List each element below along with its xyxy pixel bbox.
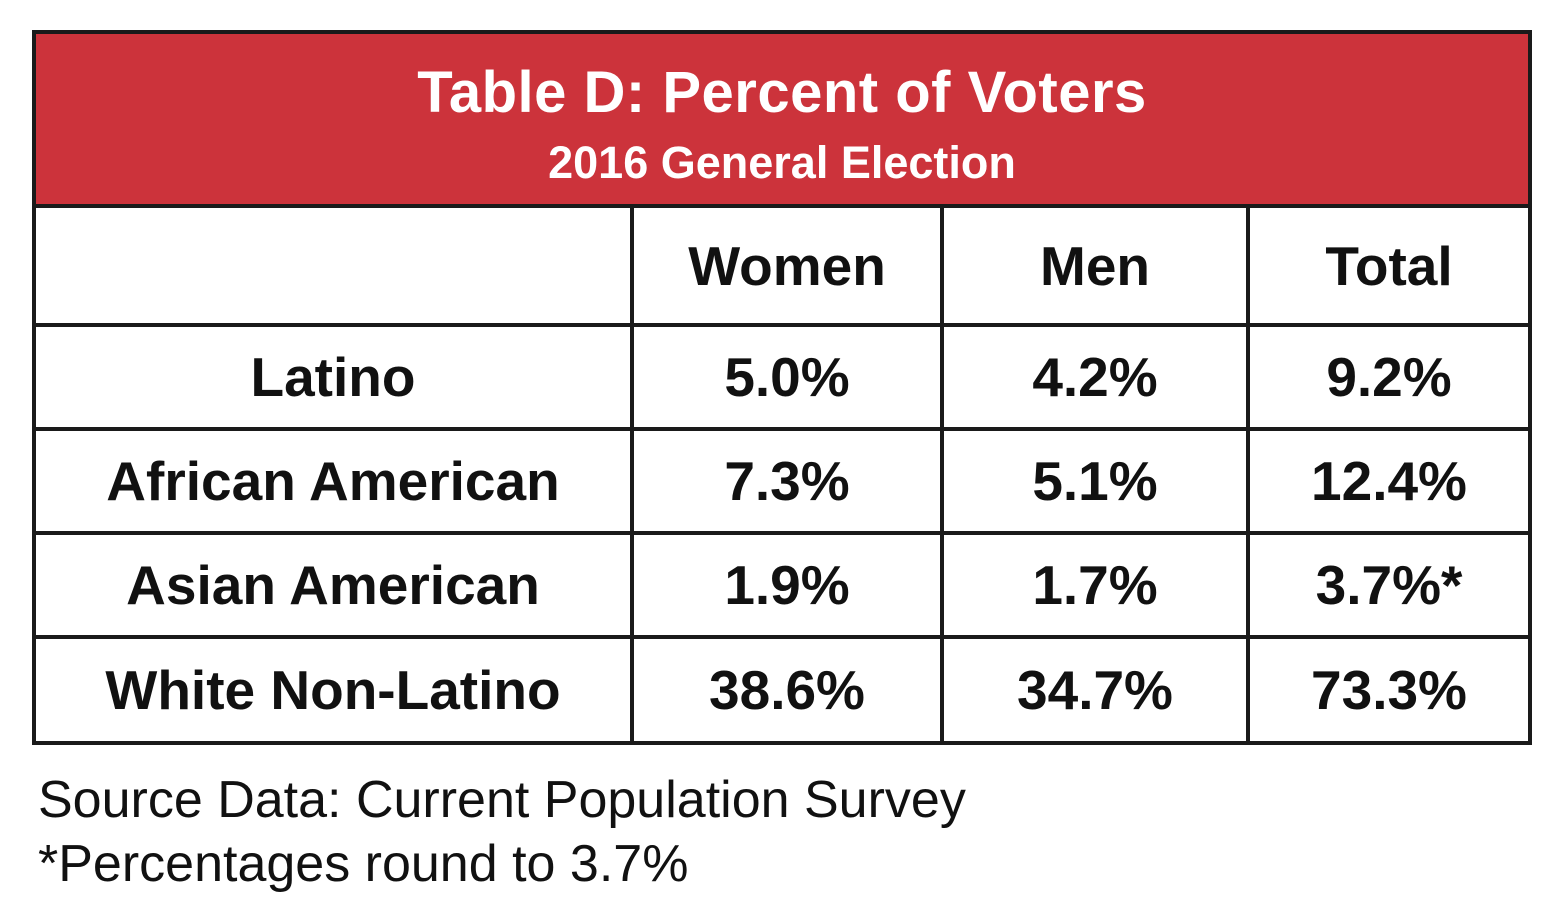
cell-total: 12.4% <box>1246 427 1528 535</box>
table-grid: Women Men Total Latino 5.0% 4.2% 9.2% Af… <box>36 208 1528 741</box>
table-row: African American 7.3% 5.1% 12.4% <box>36 427 1528 535</box>
table-banner: Table D: Percent of Voters 2016 General … <box>36 34 1528 208</box>
data-table: Table D: Percent of Voters 2016 General … <box>32 30 1532 745</box>
table-row: Latino 5.0% 4.2% 9.2% <box>36 323 1528 431</box>
cell-total: 3.7%* <box>1246 531 1528 639</box>
table-row: White Non-Latino 38.6% 34.7% 73.3% <box>36 635 1528 741</box>
table-row: Asian American 1.9% 1.7% 3.7%* <box>36 531 1528 639</box>
cell-men: 34.7% <box>940 635 1250 741</box>
cell-men: 1.7% <box>940 531 1250 639</box>
cell-women: 5.0% <box>630 323 944 431</box>
column-header-empty <box>36 208 634 327</box>
cell-women: 7.3% <box>630 427 944 535</box>
row-label: Latino <box>36 323 634 431</box>
table-subtitle: 2016 General Election <box>548 137 1016 188</box>
footnotes: Source Data: Current Population Survey *… <box>38 768 966 896</box>
row-label: Asian American <box>36 531 634 639</box>
cell-men: 5.1% <box>940 427 1250 535</box>
cell-total: 73.3% <box>1246 635 1528 741</box>
cell-total: 9.2% <box>1246 323 1528 431</box>
cell-women: 1.9% <box>630 531 944 639</box>
source-note: Source Data: Current Population Survey <box>38 771 966 829</box>
row-label: African American <box>36 427 634 535</box>
row-label: White Non-Latino <box>36 635 634 741</box>
column-header-total: Total <box>1246 208 1528 327</box>
cell-women: 38.6% <box>630 635 944 741</box>
column-header-men: Men <box>940 208 1250 327</box>
table-title: Table D: Percent of Voters <box>417 60 1147 125</box>
header-row: Women Men Total <box>36 208 1528 327</box>
cell-men: 4.2% <box>940 323 1250 431</box>
rounding-note: *Percentages round to 3.7% <box>38 835 689 893</box>
column-header-women: Women <box>630 208 944 327</box>
